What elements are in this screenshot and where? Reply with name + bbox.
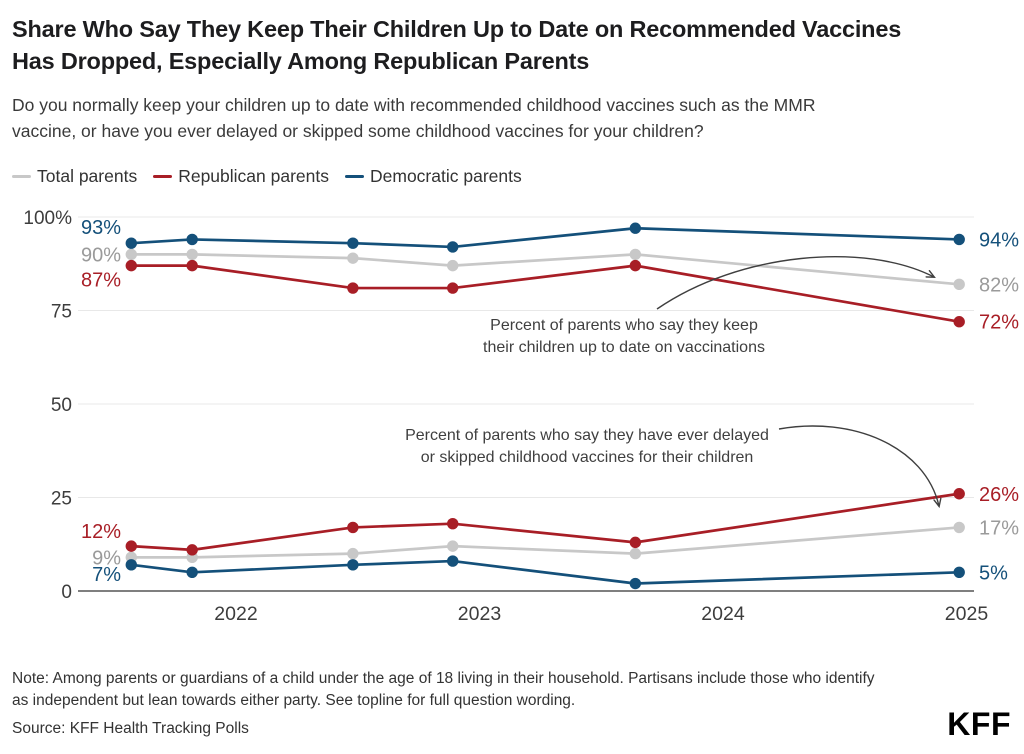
data-point-democratic-delayed_skipped <box>186 566 198 578</box>
data-point-democratic-up_to_date <box>629 222 642 234</box>
end-value-label-democratic-up_to_date: 94% <box>979 229 1019 251</box>
data-point-democratic-up_to_date <box>347 237 359 249</box>
y-tick-label: 50 <box>51 395 72 416</box>
data-point-total-up_to_date <box>125 248 137 261</box>
data-point-republican-delayed_skipped <box>347 521 359 534</box>
data-point-republican-delayed_skipped <box>186 544 198 556</box>
y-tick-label: 0 <box>61 582 72 603</box>
chart-legend: Total parents Republican parents Democra… <box>12 166 538 187</box>
data-point-republican-delayed_skipped <box>447 517 459 530</box>
start-value-label-total-up_to_date: 90% <box>81 244 121 266</box>
series-line-democratic-delayed_skipped <box>129 559 961 585</box>
chart-note-line-1: Note: Among parents or guardians of a ch… <box>12 670 875 687</box>
data-point-total-delayed_skipped <box>447 540 459 552</box>
y-tick-label: 100% <box>23 208 72 229</box>
data-point-democratic-delayed_skipped <box>629 577 642 590</box>
series-line-democratic-up_to_date <box>129 226 961 249</box>
annotation-text-delayed_skipped: Percent of parents who say they have eve… <box>405 427 769 444</box>
start-value-label-democratic-delayed_skipped: 7% <box>92 564 121 586</box>
data-point-republican-delayed_skipped <box>629 536 642 549</box>
page-title: Share Who Say They Keep Their Children U… <box>12 13 901 77</box>
data-point-republican-up_to_date <box>347 282 359 294</box>
data-point-republican-delayed_skipped <box>953 488 965 500</box>
chart-subtitle-line-1: Do you normally keep your children up to… <box>12 95 816 115</box>
start-value-label-total-delayed_skipped: 9% <box>92 547 121 569</box>
data-point-total-up_to_date <box>953 278 965 291</box>
chart-source: Source: KFF Health Tracking Polls <box>12 720 249 737</box>
end-value-label-republican-up_to_date: 72% <box>979 312 1019 334</box>
chart-subtitle: Do you normally keep your children up to… <box>12 92 815 144</box>
data-point-republican-up_to_date <box>447 282 459 294</box>
x-tick-label-2023: 2023 <box>458 603 501 625</box>
data-point-democratic-up_to_date <box>447 241 459 253</box>
y-tick-label: 75 <box>51 302 72 323</box>
series-line-total-up_to_date <box>129 253 961 286</box>
x-tick-label-2025: 2025 <box>945 603 989 625</box>
data-point-total-up_to_date <box>186 248 198 261</box>
legend-label-republican: Republican parents <box>178 166 329 186</box>
chart-subtitle-line-2: vaccine, or have you ever delayed or ski… <box>12 121 704 141</box>
start-value-label-democratic-up_to_date: 93% <box>81 217 121 239</box>
data-point-total-delayed_skipped <box>347 547 359 560</box>
data-point-democratic-up_to_date <box>125 237 137 249</box>
data-point-total-delayed_skipped <box>629 547 642 560</box>
data-point-republican-up_to_date <box>953 316 965 328</box>
data-point-democratic-delayed_skipped <box>447 555 459 567</box>
legend-label-total: Total parents <box>37 166 138 186</box>
data-point-democratic-delayed_skipped <box>347 559 359 571</box>
data-point-democratic-delayed_skipped <box>953 566 965 578</box>
annotation-arrow-up_to_date <box>656 256 936 310</box>
end-value-label-total-up_to_date: 82% <box>979 274 1019 296</box>
data-point-democratic-up_to_date <box>186 233 198 246</box>
series-line-republican-up_to_date <box>129 264 961 324</box>
start-value-label-republican-up_to_date: 87% <box>81 270 121 292</box>
data-point-republican-up_to_date <box>186 259 198 272</box>
annotation-text-up_to_date: Percent of parents who say they keep <box>490 317 758 334</box>
x-tick-label-2022: 2022 <box>214 603 257 625</box>
end-value-label-total-delayed_skipped: 17% <box>979 517 1019 539</box>
annotation-text-up_to_date: their children up to date on vaccination… <box>483 339 765 356</box>
series-line-total-delayed_skipped <box>129 526 961 559</box>
line-chart: 100% 75 50 25 0 2022 2023 2024 2025 90% 82% 87% 72% 9… <box>23 208 1019 625</box>
series-line-republican-delayed_skipped <box>129 492 961 552</box>
legend-item-democratic: Democratic parents <box>345 166 522 187</box>
data-point-republican-up_to_date <box>629 259 642 272</box>
kff-logo: KFF <box>947 706 1011 742</box>
annotation-arrow-delayed_skipped <box>778 425 942 509</box>
end-value-label-democratic-delayed_skipped: 5% <box>979 562 1008 584</box>
page-title-line-1: Share Who Say They Keep Their Children U… <box>12 16 902 42</box>
legend-item-total: Total parents <box>12 166 137 187</box>
start-value-label-republican-delayed_skipped: 12% <box>81 521 121 543</box>
data-point-republican-up_to_date <box>125 259 137 272</box>
chart-note: Note: Among parents or guardians of a ch… <box>12 668 875 712</box>
data-point-total-up_to_date <box>347 252 359 264</box>
total-parents-swatch-icon <box>12 174 31 179</box>
end-value-label-republican-delayed_skipped: 26% <box>979 484 1019 506</box>
chart-note-line-2: as independent but lean towards either p… <box>12 692 576 709</box>
data-point-democratic-delayed_skipped <box>125 559 137 571</box>
page-title-line-2: Has Dropped, Especially Among Republican… <box>12 48 590 74</box>
data-point-total-up_to_date <box>447 259 459 272</box>
y-tick-label: 25 <box>51 489 72 510</box>
data-point-republican-delayed_skipped <box>125 540 137 552</box>
democratic-parents-swatch-icon <box>345 174 364 179</box>
republican-parents-swatch-icon <box>153 174 173 179</box>
x-tick-label-2024: 2024 <box>701 603 745 625</box>
legend-item-republican: Republican parents <box>153 166 329 187</box>
legend-label-democratic: Democratic parents <box>370 166 522 186</box>
data-point-total-up_to_date <box>629 248 642 261</box>
data-point-democratic-up_to_date <box>953 233 965 246</box>
annotation-text-delayed_skipped: or skipped childhood vaccines for their … <box>421 449 754 466</box>
data-point-total-delayed_skipped <box>953 521 965 534</box>
